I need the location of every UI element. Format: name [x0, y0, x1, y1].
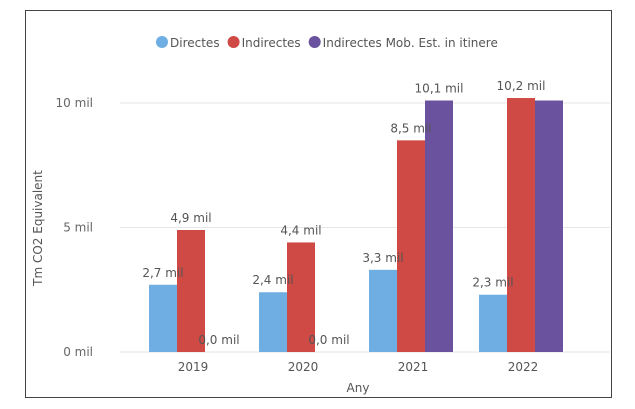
bar-directes [259, 292, 287, 352]
bar-directes [149, 284, 177, 352]
data-label: 8,5 mil [390, 121, 431, 135]
data-label: 4,9 mil [170, 211, 211, 225]
x-tick-label: 2022 [508, 360, 539, 374]
data-label: 2,4 mil [252, 273, 293, 287]
legend-label: Indirectes [242, 36, 301, 50]
bar-indirectes-mob-est-in-itinere [425, 100, 453, 352]
data-label: 10,2 mil [497, 79, 546, 93]
y-tick-label: 0 mil [63, 345, 93, 359]
chart-frame [25, 10, 612, 398]
data-label: 4,4 mil [280, 223, 321, 237]
bar-directes [369, 269, 397, 352]
data-label: 2,3 mil [472, 276, 513, 290]
y-tick-label: 5 mil [63, 221, 93, 235]
legend-label: Directes [170, 36, 220, 50]
y-axis-label: Tm CO2 Equivalent [31, 170, 45, 287]
data-label: 2,7 mil [142, 266, 183, 280]
bar-indirectes [397, 140, 425, 352]
bar-directes [479, 294, 507, 352]
bar-indirectes-mob-est-in-itinere [535, 100, 563, 352]
data-label: 3,3 mil [362, 251, 403, 265]
x-tick-label: 2020 [288, 360, 319, 374]
data-label: 0,0 mil [308, 333, 349, 347]
x-axis-label: Any [347, 381, 370, 395]
legend-marker [227, 36, 240, 48]
bar-indirectes [287, 242, 315, 352]
legend-marker [156, 36, 168, 48]
data-labels: 2,7 mil 4,9 mil 0,0 mil 2,4 mil 4,4 mil 0,0 m… [142, 79, 545, 347]
legend-marker [308, 36, 321, 48]
bar-indirectes [507, 98, 535, 353]
bar-indirectes [177, 229, 205, 352]
x-axis: 2019 2020 2021 2022 [178, 360, 539, 374]
x-tick-label: 2019 [178, 360, 209, 374]
x-tick-label: 2021 [398, 360, 429, 374]
data-label: 10,1 mil [415, 82, 464, 96]
legend: Directes Indirectes Indirectes Mob. Est. i… [156, 36, 498, 50]
y-tick-label: 10 mil [56, 96, 93, 110]
y-axis: 0 mil 5 mil 10 mil [56, 96, 93, 359]
data-label: 0,0 mil [198, 333, 239, 347]
legend-label: Indirectes Mob. Est. in itinere [323, 36, 498, 50]
bars [149, 98, 563, 353]
